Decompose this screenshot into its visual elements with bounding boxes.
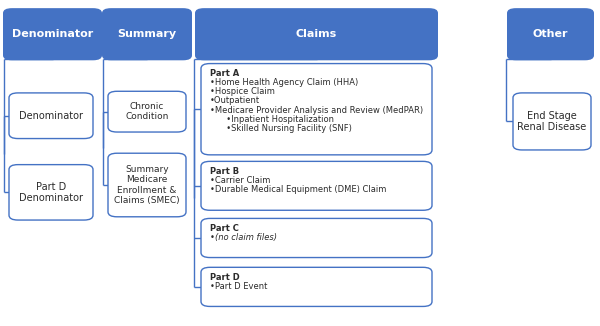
- Text: Part A: Part A: [210, 69, 239, 78]
- Text: •Home Health Agency Claim (HHA): •Home Health Agency Claim (HHA): [210, 78, 358, 87]
- Text: •(no claim files): •(no claim files): [210, 233, 277, 242]
- Text: •Durable Medical Equipment (DME) Claim: •Durable Medical Equipment (DME) Claim: [210, 185, 386, 194]
- FancyBboxPatch shape: [201, 267, 432, 306]
- Text: Part D
Denominator: Part D Denominator: [19, 182, 83, 203]
- FancyBboxPatch shape: [201, 64, 432, 155]
- FancyBboxPatch shape: [9, 165, 93, 220]
- Text: •Medicare Provider Analysis and Review (MedPAR): •Medicare Provider Analysis and Review (…: [210, 106, 423, 115]
- Text: End Stage
Renal Disease: End Stage Renal Disease: [517, 111, 587, 132]
- FancyBboxPatch shape: [201, 161, 432, 210]
- Text: Part B: Part B: [210, 167, 239, 176]
- Text: •Inpatient Hospitalization: •Inpatient Hospitalization: [221, 115, 334, 124]
- Text: Chronic
Condition: Chronic Condition: [125, 102, 169, 121]
- Text: Summary: Summary: [118, 29, 176, 39]
- Text: Claims: Claims: [296, 29, 337, 39]
- FancyBboxPatch shape: [201, 218, 432, 258]
- Text: •Part D Event: •Part D Event: [210, 282, 268, 291]
- Text: Denominator: Denominator: [12, 29, 93, 39]
- FancyBboxPatch shape: [102, 8, 192, 60]
- Text: Part C: Part C: [210, 224, 239, 233]
- FancyBboxPatch shape: [513, 93, 591, 150]
- Text: Denominator: Denominator: [19, 111, 83, 121]
- Text: •Outpatient: •Outpatient: [210, 96, 260, 106]
- Text: •Skilled Nursing Facility (SNF): •Skilled Nursing Facility (SNF): [221, 124, 352, 133]
- FancyBboxPatch shape: [108, 91, 186, 132]
- FancyBboxPatch shape: [195, 8, 438, 60]
- Text: Part D: Part D: [210, 273, 240, 282]
- Text: Summary
Medicare
Enrollment &
Claims (SMEC): Summary Medicare Enrollment & Claims (SM…: [114, 165, 180, 205]
- Text: Other: Other: [533, 29, 568, 39]
- FancyBboxPatch shape: [507, 8, 594, 60]
- FancyBboxPatch shape: [108, 153, 186, 217]
- FancyBboxPatch shape: [9, 93, 93, 139]
- Text: •Carrier Claim: •Carrier Claim: [210, 176, 271, 185]
- Text: •Hospice Claim: •Hospice Claim: [210, 87, 275, 96]
- FancyBboxPatch shape: [3, 8, 102, 60]
